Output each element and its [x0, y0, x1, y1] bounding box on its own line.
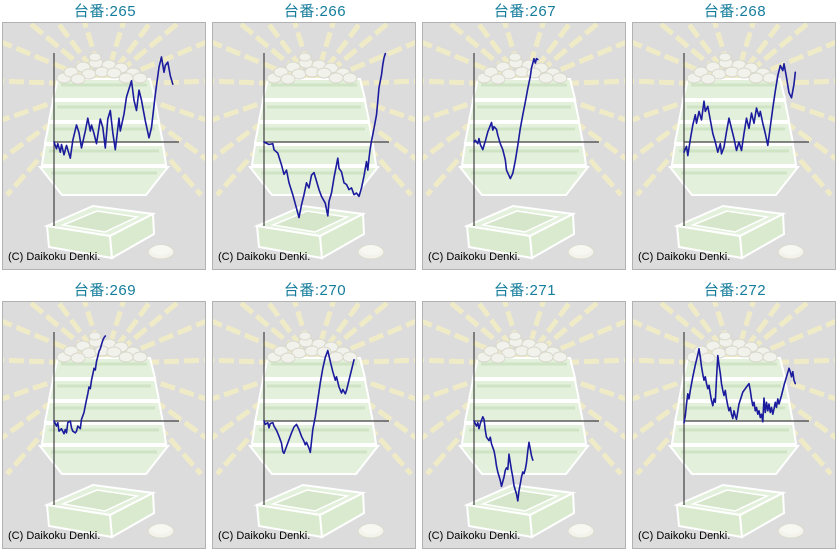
slump-graph [683, 53, 809, 226]
machine-title: 台番:268 [703, 3, 767, 20]
machine-panel-270[interactable]: 台番:270 (C) Daikoku Denki. [210, 279, 420, 557]
machine-title: 台番:270 [283, 282, 347, 299]
machine-panel-272[interactable]: 台番:272 (C) Daikoku Denki. [630, 279, 840, 557]
slump-line [53, 56, 174, 159]
slump-graph [263, 332, 389, 505]
copyright-label: (C) Daikoku Denki. [218, 530, 311, 542]
slump-chart-frame: (C) Daikoku Denki. [2, 22, 206, 270]
machine-panel-269[interactable]: 台番:269 (C) Daikoku Denki. [0, 279, 210, 557]
copyright-label: (C) Daikoku Denki. [428, 530, 521, 542]
machine-title: 台番:267 [493, 3, 557, 20]
slump-line [683, 347, 797, 424]
machine-title: 台番:266 [283, 3, 347, 20]
copyright-label: (C) Daikoku Denki. [638, 530, 731, 542]
machine-title: 台番:269 [73, 282, 137, 299]
slump-graph [53, 332, 179, 505]
slump-graph [473, 332, 599, 505]
slump-chart-frame: (C) Daikoku Denki. [422, 22, 626, 270]
copyright-label: (C) Daikoku Denki. [428, 251, 521, 263]
machine-title: 台番:271 [493, 282, 557, 299]
machine-panel-266[interactable]: 台番:266 (C) Daikoku Denki. [210, 0, 420, 279]
copyright-label: (C) Daikoku Denki. [8, 251, 101, 263]
slump-chart-frame: (C) Daikoku Denki. [212, 301, 416, 549]
slump-line [473, 57, 539, 180]
copyright-label: (C) Daikoku Denki. [8, 530, 101, 542]
slump-line [263, 349, 355, 455]
slump-chart-frame: (C) Daikoku Denki. [632, 301, 836, 549]
slump-graph [263, 52, 389, 226]
machine-panel-267[interactable]: 台番:267 (C) Daikoku Denki. [420, 0, 630, 279]
slump-chart-frame: (C) Daikoku Denki. [632, 22, 836, 270]
slump-graph [473, 53, 599, 226]
machine-panel-268[interactable]: 台番:268 (C) Daikoku Denki. [630, 0, 840, 279]
slump-chart-frame: (C) Daikoku Denki. [212, 22, 416, 270]
machine-panel-271[interactable]: 台番:271 (C) Daikoku Denki. [420, 279, 630, 557]
slump-line [263, 52, 387, 219]
slump-chart-frame: (C) Daikoku Denki. [422, 301, 626, 549]
slump-line [683, 62, 797, 157]
machine-panel-265[interactable]: 台番:265 (C) Daikoku Denki. [0, 0, 210, 279]
machine-title: 台番:265 [73, 3, 137, 20]
machine-title: 台番:272 [703, 282, 767, 299]
copyright-label: (C) Daikoku Denki. [218, 251, 311, 263]
slump-line [473, 416, 534, 502]
slump-graph [683, 332, 809, 505]
slump-line [53, 335, 107, 435]
slump-chart-frame: (C) Daikoku Denki. [2, 301, 206, 549]
slump-graph [53, 53, 179, 226]
copyright-label: (C) Daikoku Denki. [638, 251, 731, 263]
